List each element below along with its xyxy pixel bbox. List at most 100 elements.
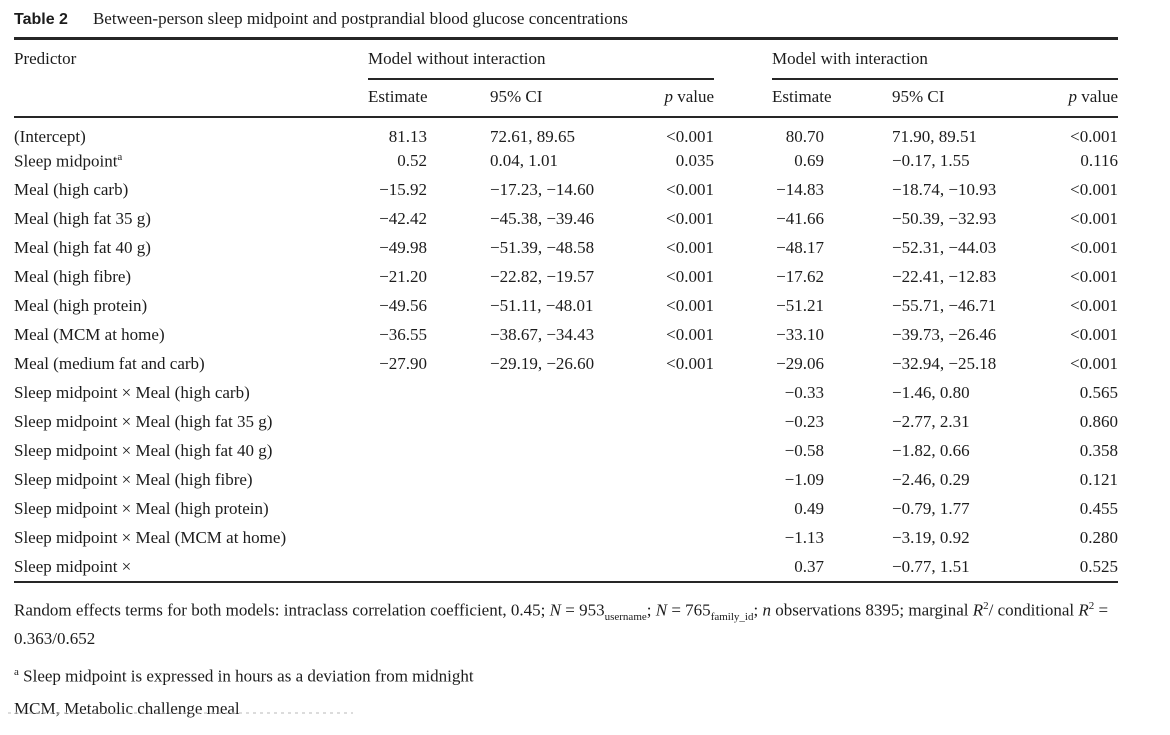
table-row: Meal (high carb) −15.92 −17.23, −14.60 <0.0… bbox=[14, 176, 1118, 205]
p-value-cell-with: <0.001 bbox=[1070, 238, 1119, 257]
p-value-cell-without bbox=[640, 379, 714, 408]
column-group-model-without-interaction: Model without interaction bbox=[368, 38, 715, 80]
p-value-cell-without: <0.001 bbox=[666, 354, 715, 373]
ci-cell-without: −38.67, −34.43 bbox=[490, 325, 595, 344]
gap-cell bbox=[714, 466, 772, 495]
p-value-cell-without bbox=[640, 552, 715, 583]
ci-cell-with: −52.31, −44.03 bbox=[892, 238, 997, 257]
ci-cell-without bbox=[443, 495, 640, 524]
p-value-cell-with: <0.001 bbox=[1070, 267, 1119, 286]
column-header-predictor: Predictor bbox=[14, 38, 368, 118]
table-row: Meal (high protein) −49.56 −51.11, −48.01 <… bbox=[14, 292, 1118, 321]
estimate-cell-without: 0.52 bbox=[397, 151, 427, 170]
estimate-cell-without: −49.98 bbox=[379, 238, 427, 257]
gap-cell bbox=[714, 408, 772, 437]
p-value-cell-without: <0.001 bbox=[666, 126, 715, 146]
p-value-cell-without bbox=[640, 466, 714, 495]
estimate-cell-with: −1.13 bbox=[784, 528, 825, 547]
predictor-cell: Meal (MCM at home) bbox=[14, 325, 165, 344]
ci-cell-with: −0.77, 1.51 bbox=[840, 552, 1041, 583]
estimate-cell-with: −29.06 bbox=[776, 354, 825, 373]
ci-cell-without bbox=[443, 552, 640, 583]
estimate-cell-with: −51.21 bbox=[776, 296, 825, 315]
gap-cell bbox=[714, 117, 772, 147]
p-value-cell-with: 0.565 bbox=[1079, 383, 1119, 402]
ci-cell-with: −18.74, −10.93 bbox=[892, 180, 997, 199]
predictor-cell: Meal (high protein) bbox=[14, 296, 148, 315]
ci-cell-without bbox=[443, 524, 640, 553]
estimate-cell-with: −1.09 bbox=[784, 470, 825, 489]
estimate-cell-without: −36.55 bbox=[379, 325, 427, 344]
sub-header-row: Estimate 95% CI p value Estimate 95% CI … bbox=[14, 78, 1119, 118]
ci-cell-with: −3.19, 0.92 bbox=[892, 528, 970, 547]
p-value-cell-with: <0.001 bbox=[1070, 354, 1119, 373]
gap-cell bbox=[714, 437, 772, 466]
ci-cell-without: −22.82, −19.57 bbox=[490, 267, 595, 286]
p-value-cell-without: <0.001 bbox=[666, 267, 715, 286]
p-value-cell-without: 0.035 bbox=[675, 151, 715, 170]
p-value-cell-with: 0.280 bbox=[1079, 528, 1119, 547]
predictor-cell: Meal (high fibre) bbox=[14, 267, 132, 286]
table-row: Sleep midpoint × Meal (high fibre) −1.09 −… bbox=[14, 466, 1118, 495]
table-row: Meal (medium fat and carb) −27.90 −29.19, … bbox=[14, 350, 1118, 379]
ci-cell-with: −1.82, 0.66 bbox=[892, 441, 970, 460]
table-row: Sleep midpoint × Meal (high protein) 0.49… bbox=[14, 495, 1118, 524]
p-value-cell-with: <0.001 bbox=[1070, 180, 1119, 199]
ci-cell-without bbox=[443, 437, 640, 466]
column-header-estimate-without: Estimate bbox=[368, 78, 443, 118]
ci-cell-without: 72.61, 89.65 bbox=[490, 126, 575, 146]
column-group-model-with-interaction: Model with interaction bbox=[772, 38, 1119, 80]
ci-cell-with: −2.77, 2.31 bbox=[892, 412, 970, 431]
p-value-cell-with: 0.860 bbox=[1079, 412, 1119, 431]
gap-cell bbox=[714, 524, 772, 553]
estimate-cell-with: −0.58 bbox=[784, 441, 825, 460]
table-caption: Table 2 Between-person sleep midpoint and… bbox=[14, 9, 1170, 29]
ci-cell-without: 0.04, 1.01 bbox=[490, 151, 558, 170]
gap-cell bbox=[714, 321, 772, 350]
ci-cell-with: −55.71, −46.71 bbox=[892, 296, 997, 315]
estimate-cell-without bbox=[368, 408, 443, 437]
predictor-cell: Sleep midpoint × Meal (MCM at home) bbox=[14, 528, 287, 547]
ci-cell-with: −22.41, −12.83 bbox=[892, 267, 997, 286]
regression-table: Predictor Model without interaction Mode… bbox=[14, 37, 1119, 583]
predictor-cell: (Intercept) bbox=[14, 126, 86, 146]
ci-cell-without: −17.23, −14.60 bbox=[490, 180, 595, 199]
group-header-row: Predictor Model without interaction Mode… bbox=[14, 38, 1119, 118]
ci-cell-without: −51.11, −48.01 bbox=[490, 296, 594, 315]
footnote-2: a Sleep midpoint is expressed in hours a… bbox=[14, 665, 474, 686]
estimate-cell-without bbox=[368, 524, 443, 553]
estimate-cell-without bbox=[368, 495, 443, 524]
p-value-cell-with: 0.358 bbox=[1079, 441, 1119, 460]
p-value-cell-without bbox=[640, 408, 714, 437]
table-row: Meal (high fat 35 g) −42.42 −45.38, −39.46… bbox=[14, 205, 1118, 234]
estimate-cell-without bbox=[368, 552, 443, 583]
gap-cell bbox=[714, 263, 772, 292]
table-number: Table 2 bbox=[14, 11, 68, 28]
p-value-cell-without: <0.001 bbox=[666, 296, 715, 315]
table-row: Sleep midpoint × 0.37 −0.77, 1.51 0.525 bbox=[14, 552, 1119, 583]
estimate-cell-without: −49.56 bbox=[379, 296, 427, 315]
ci-cell-without: −45.38, −39.46 bbox=[490, 209, 595, 228]
column-header-pvalue-with: p value bbox=[1040, 78, 1119, 118]
column-header-estimate-with: Estimate bbox=[772, 78, 841, 118]
p-value-cell-with: <0.001 bbox=[1070, 296, 1119, 315]
ci-cell-without: −51.39, −48.58 bbox=[490, 238, 595, 257]
table-row: Sleep midpoint × Meal (MCM at home) −1.13… bbox=[14, 524, 1118, 553]
footnote-3: MCM, Metabolic challenge meal bbox=[14, 699, 240, 719]
ci-cell-without bbox=[443, 408, 640, 437]
table-title: Between-person sleep midpoint and postpr… bbox=[92, 9, 628, 28]
estimate-cell-without: 81.13 bbox=[388, 126, 427, 146]
estimate-cell-with: −41.66 bbox=[776, 209, 825, 228]
predictor-cell: Sleep midpoint × Meal (high carb) bbox=[14, 383, 250, 402]
gap-cell bbox=[714, 292, 772, 321]
p-value-cell-without: <0.001 bbox=[666, 238, 715, 257]
ci-cell-with: −1.46, 0.80 bbox=[892, 383, 970, 402]
p-value-cell-without bbox=[640, 524, 714, 553]
table-body: (Intercept) 81.13 72.61, 89.65 <0.001 80.70 7… bbox=[14, 117, 1119, 583]
table-row: Meal (high fibre) −21.20 −22.82, −19.57 <0.… bbox=[14, 263, 1118, 292]
gap-cell bbox=[714, 147, 772, 176]
estimate-cell-without: −27.90 bbox=[379, 354, 427, 373]
scan-artifact-line bbox=[8, 712, 353, 714]
gap-cell bbox=[714, 552, 773, 583]
ci-cell-without: −29.19, −26.60 bbox=[490, 354, 595, 373]
